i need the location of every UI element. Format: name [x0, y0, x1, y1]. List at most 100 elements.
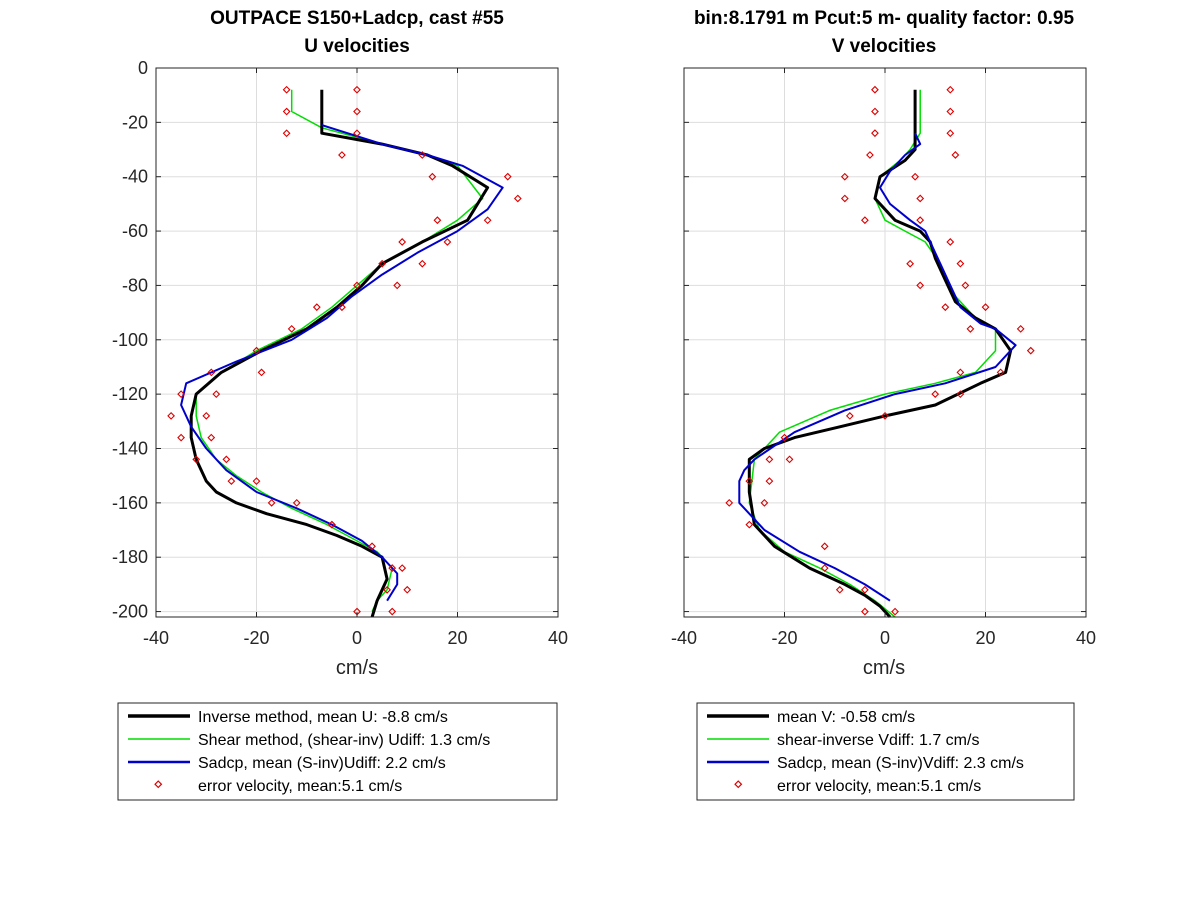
v-x-tick-label: -40	[671, 628, 697, 648]
v-error-marker	[946, 107, 955, 116]
v-error-marker	[871, 107, 879, 116]
u-error-marker	[282, 129, 291, 138]
v-x-tick-label: 0	[880, 628, 890, 648]
u-error-marker	[503, 172, 512, 181]
v-legend-label-error: error velocity, mean:5.1 cm/s	[777, 778, 981, 795]
v-x-tick-label: 20	[975, 628, 995, 648]
u-error-marker	[418, 259, 427, 268]
v-legend-label-shear: shear-inverse Vdiff: 1.7 cm/s	[777, 732, 979, 749]
u-error-marker	[483, 216, 492, 225]
u-error-marker	[338, 151, 346, 159]
v-error-marker	[780, 433, 789, 442]
u-error-marker	[267, 498, 276, 507]
u-legend: Inverse method, mean U: -8.8 cm/s Shear …	[117, 702, 558, 801]
u-y-tick-label: -160	[112, 493, 148, 513]
v-error-marker	[931, 390, 940, 398]
u-error-marker	[177, 433, 185, 442]
u-x-tick-label: -20	[243, 628, 269, 648]
v-error-marker	[941, 303, 950, 312]
u-error-marker	[418, 151, 427, 159]
v-error-marker	[946, 129, 955, 138]
u-y-tick-label: -140	[112, 438, 148, 458]
v-error-marker	[860, 585, 869, 594]
u-panel-subtitle: U velocities	[304, 36, 410, 57]
u-error-marker	[398, 564, 407, 572]
v-error-marker	[996, 368, 1005, 377]
u-error-marker	[403, 585, 412, 594]
u-panel-title: OUTPACE S150+Ladcp, cast #55	[210, 8, 504, 29]
v-error-marker	[725, 498, 734, 507]
v-legend-label-mean: mean V: -0.58 cm/s	[777, 709, 915, 726]
v-error-marker	[866, 151, 874, 159]
u-x-axis-label: cm/s	[336, 657, 378, 679]
v-error-marker	[820, 542, 829, 551]
u-error-marker	[433, 216, 442, 225]
u-error-marker	[282, 107, 291, 116]
u-x-tick-label: 40	[548, 628, 568, 648]
v-error-marker	[966, 325, 975, 333]
u-y-tick-label: -200	[112, 602, 148, 622]
v-legend-box	[696, 702, 1075, 801]
u-x-tick-label: -40	[143, 628, 169, 648]
u-error-marker	[398, 238, 407, 246]
v-error-marker	[840, 194, 849, 203]
v-error-marker	[946, 238, 955, 246]
u-series-line-0	[189, 89, 490, 618]
v-series-line-0	[747, 89, 1013, 619]
v-error-marker	[745, 520, 754, 529]
u-y-tick-label: -120	[112, 384, 148, 404]
u-error-marker	[292, 498, 301, 507]
u-error-marker	[222, 455, 231, 464]
v-error-marker	[911, 172, 920, 181]
u-y-tick-label: -80	[122, 275, 148, 295]
v-panel-subtitle: V velocities	[832, 36, 937, 57]
v-error-marker	[1016, 325, 1025, 333]
u-x-tick-labels: -40 -20 0 20 40	[143, 628, 568, 648]
v-ticks	[683, 67, 1087, 617]
u-series-layer	[167, 85, 522, 618]
u-y-tick-labels: 0 -20 -40 -60 -80 -100 -120 -140 -160 -180 -200	[112, 58, 148, 622]
v-error-marker	[916, 216, 925, 225]
u-x-tick-label: 0	[352, 628, 362, 648]
v-error-marker	[956, 259, 965, 268]
u-error-marker	[388, 607, 397, 616]
v-error-marker	[835, 585, 844, 594]
u-error-marker	[192, 455, 201, 464]
u-velocity-panel: OUTPACE S150+Ladcp, cast #55 U velocitie…	[112, 8, 568, 801]
u-legend-label-sadcp: Sadcp, mean (S-inv)Udiff: 2.2 cm/s	[198, 755, 446, 772]
u-y-tick-label: -100	[112, 330, 148, 350]
v-series-layer	[725, 85, 1035, 619]
u-y-tick-label: -20	[122, 112, 148, 132]
u-error-marker	[368, 542, 376, 551]
v-error-marker	[765, 477, 774, 486]
u-ticks	[155, 67, 559, 617]
u-error-marker	[388, 564, 397, 572]
u-error-marker	[393, 281, 402, 290]
v-legend: mean V: -0.58 cm/s shear-inverse Vdiff: …	[696, 702, 1075, 801]
u-legend-label-shear: Shear method, (shear-inv) Udiff: 1.3 cm/…	[198, 732, 490, 749]
v-error-marker	[765, 455, 774, 464]
u-error-marker	[207, 368, 216, 377]
u-error-marker	[353, 607, 361, 616]
v-error-marker	[946, 85, 955, 94]
u-error-marker	[353, 85, 361, 94]
u-error-marker	[177, 390, 185, 399]
v-error-marker	[1026, 346, 1035, 355]
v-error-marker	[871, 85, 879, 94]
u-y-tick-label: -40	[122, 167, 148, 187]
v-error-marker	[916, 281, 925, 290]
u-error-marker	[327, 520, 336, 529]
v-error-marker	[956, 390, 965, 398]
v-error-marker	[951, 151, 960, 159]
v-legend-marker-error	[734, 780, 743, 789]
v-error-marker	[981, 303, 990, 312]
u-error-marker	[353, 107, 361, 116]
u-legend-marker-error	[154, 780, 163, 789]
v-error-marker	[906, 259, 915, 268]
v-error-marker	[861, 216, 869, 225]
u-error-marker	[227, 477, 236, 485]
u-x-tick-label: 20	[447, 628, 467, 648]
v-x-tick-labels: -40 -20 0 20 40	[671, 628, 1096, 648]
v-error-marker	[891, 607, 899, 616]
